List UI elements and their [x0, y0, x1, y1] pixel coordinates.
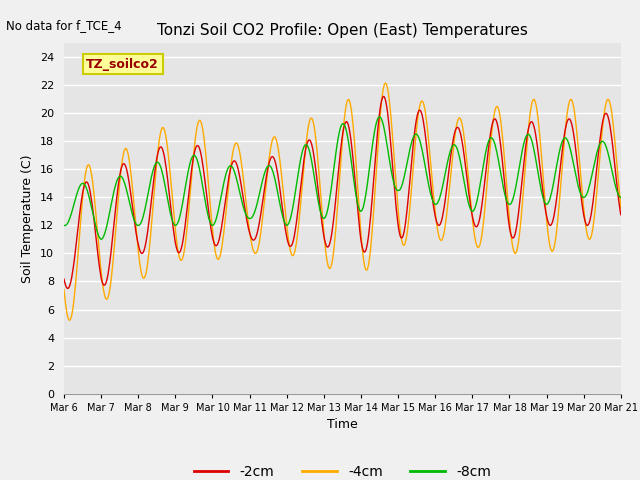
Text: No data for f_TCE_4: No data for f_TCE_4 — [6, 19, 122, 32]
Y-axis label: Soil Temperature (C): Soil Temperature (C) — [22, 154, 35, 283]
Text: TZ_soilco2: TZ_soilco2 — [86, 58, 159, 71]
Title: Tonzi Soil CO2 Profile: Open (East) Temperatures: Tonzi Soil CO2 Profile: Open (East) Temp… — [157, 23, 528, 38]
X-axis label: Time: Time — [327, 418, 358, 431]
Legend: -2cm, -4cm, -8cm: -2cm, -4cm, -8cm — [188, 460, 497, 480]
